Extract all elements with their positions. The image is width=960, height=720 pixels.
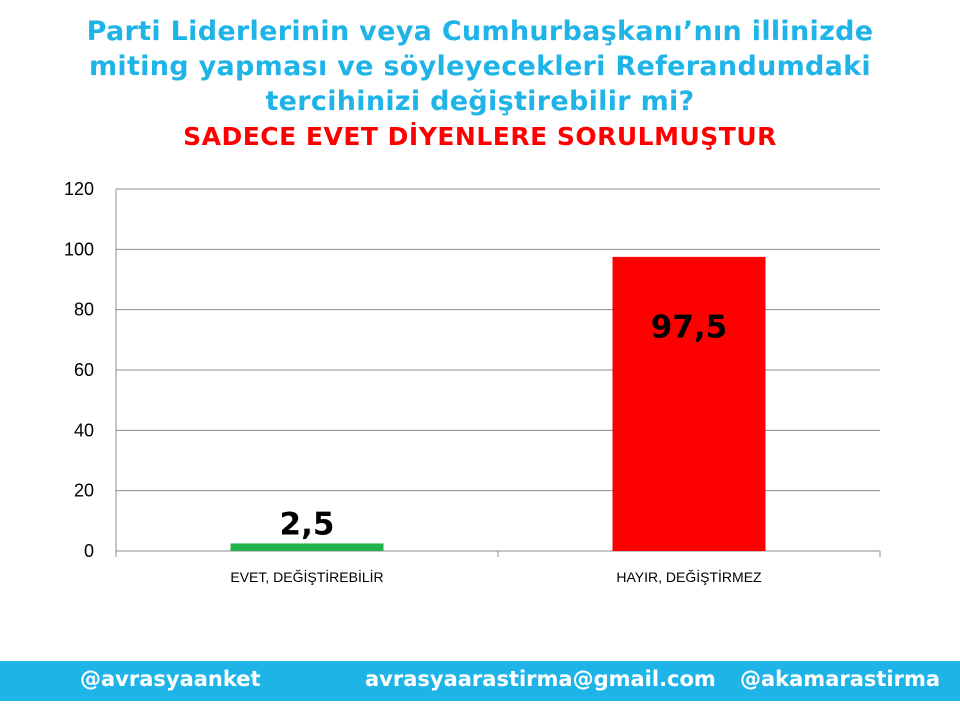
x-category-label: EVET, DEĞİŞTİREBİLİR <box>230 568 383 585</box>
y-tick-label: 100 <box>64 239 94 259</box>
footer-email: avrasyaarastirma@gmail.com <box>365 667 716 691</box>
title-block: Parti Liderlerinin veya Cumhurbaşkanı’nı… <box>0 14 960 154</box>
chart-subtitle: SADECE EVET DİYENLERE SORULMUŞTUR <box>183 122 777 151</box>
y-tick-label: 40 <box>74 420 94 440</box>
y-tick-label: 60 <box>74 360 94 380</box>
data-label-1: 2,5 <box>280 506 335 542</box>
data-label-2: 97,5 <box>651 310 728 346</box>
bar-1 <box>230 543 384 551</box>
footer-twitter-handle: @avrasyaanket <box>80 667 261 691</box>
chart-title-line-3: tercihinizi değiştirebilir mi? <box>265 86 695 117</box>
footer-bar: @avrasyaanket avrasyaarastirma@gmail.com… <box>0 661 960 701</box>
y-tick-label: 20 <box>74 481 94 501</box>
footer-twitter-handle-2: @akamarastirma <box>740 667 941 691</box>
chart-title-line-1: Parti Liderlerinin veya Cumhurbaşkanı’nı… <box>86 16 874 47</box>
y-tick-label: 120 <box>64 179 94 199</box>
chart-title-line-2: miting yapması ve söyleyecekleri Referan… <box>88 51 871 82</box>
y-tick-label: 0 <box>84 541 94 561</box>
x-category-label: HAYIR, DEĞİŞTİRMEZ <box>616 568 762 585</box>
y-tick-label: 80 <box>74 300 94 320</box>
bar-2 <box>612 256 766 551</box>
bar-chart: 0 20 40 60 80 100 120 2,5 EVET, DEĞİŞTİREBİLİR 97… <box>64 179 881 585</box>
